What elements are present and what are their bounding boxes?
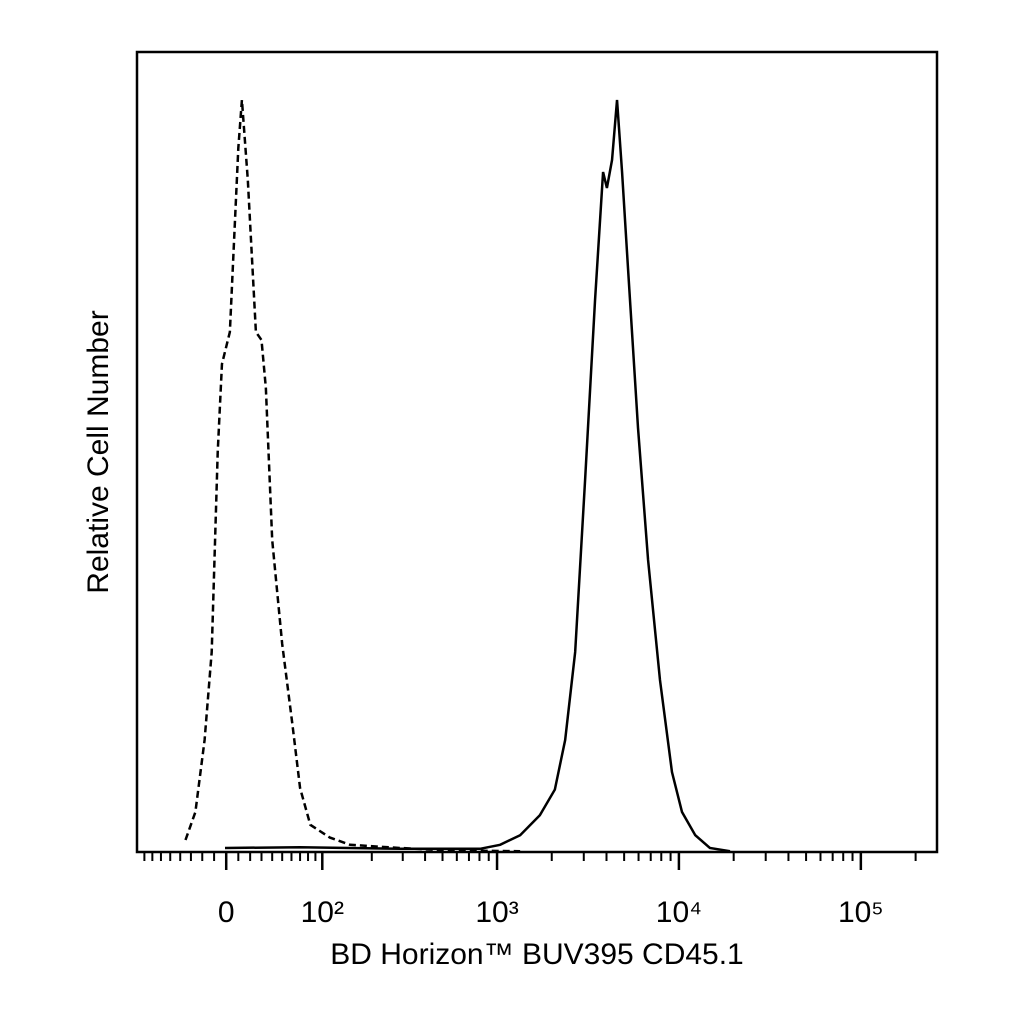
x-tick-label: 10⁴ [656, 896, 702, 929]
x-tick-label: 10² [301, 896, 344, 929]
y-axis-label: Relative Cell Number [82, 310, 115, 593]
x-tick-label: 10³ [475, 896, 518, 929]
x-axis-label: BD Horizon™ BUV395 CD45.1 [330, 938, 744, 971]
histogram-line [224, 99, 731, 853]
x-tick-label: 0 [218, 896, 235, 929]
plot-frame [135, 50, 939, 854]
x-tick-label: 10⁵ [838, 896, 884, 929]
histogram-line [184, 99, 521, 853]
